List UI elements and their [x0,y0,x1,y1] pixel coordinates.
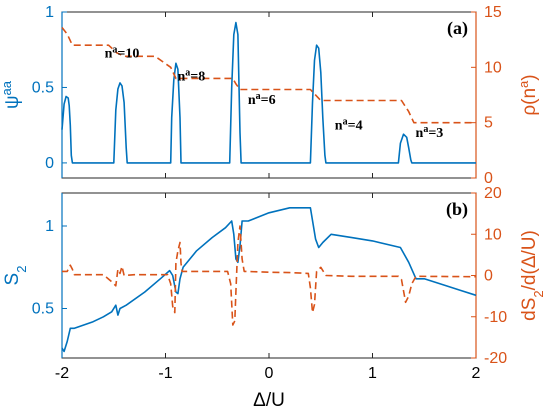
right-tick-label: 0 [484,268,493,285]
right-tick-label: -20 [484,350,507,367]
left-tick-label: 0.5 [32,79,54,96]
right-tick-label: 0 [484,170,493,187]
panel-a-label: (a) [447,18,468,39]
occupation-annotation: na=10 [105,44,140,62]
panel-b-right-label-sub: 2 [531,290,546,297]
panel-a-right-label-base: ρ(n [519,88,540,116]
panel-b-right-axis-label: dS2/d(Δ/U) [519,230,546,321]
x-tick-label: 2 [472,365,481,382]
right-tick-label: 10 [484,59,502,76]
x-tick-label: -1 [158,365,172,382]
panel-a-annotations: na=10 na=8 na=6 na=4 na=3 [105,44,444,141]
right-tick-label: -10 [484,309,507,326]
left-tick-label: 0.5 [32,301,54,318]
series-left-solid [61,207,477,353]
panel-b-left-label-base: S [2,273,23,286]
panel-b-right-label-b: /d(Δ/U) [519,230,540,290]
panel-a-left-label-sup: aa [0,80,14,95]
panel-a-left-axis-label: ψaa [0,80,23,109]
panel-a-series [61,21,476,164]
right-tick-label: 15 [484,4,502,21]
right-tick-label: 10 [484,226,502,243]
occupation-annotation: na=6 [248,90,276,108]
panel-b-label: (b) [446,199,468,220]
panel-b-right-label-a: dS [519,298,540,321]
panel-a-right-axis-label: ρ(na) [516,74,541,115]
series-right-dashed [62,225,477,326]
x-tick-label: 0 [265,365,274,382]
occupation-annotation: na=3 [416,124,444,142]
panel-b-left-label-sub: 2 [14,266,29,273]
left-tick-label: 1 [45,4,54,21]
left-tick-label: 1 [45,218,54,235]
series-right-dashed [61,27,476,124]
x-axis-label: Δ/U [253,390,285,411]
x-tick-label: -2 [55,365,69,382]
panel-b-left-axis-label: S2 [2,266,29,286]
left-tick-label: 0 [45,155,54,172]
panel-b-series [61,207,477,353]
panel-a-left-label-base: ψ [2,95,23,109]
right-tick-label: 5 [484,115,493,132]
panel-a-right-label-tail: ) [519,74,540,80]
right-tick-label: 20 [484,185,502,202]
series-left-solid [61,21,476,164]
occupation-annotation: na=4 [335,116,363,134]
occupation-annotation: na=8 [177,67,205,85]
panel-a-right-label-sup: a [516,80,531,88]
x-tick-label: 1 [368,365,377,382]
